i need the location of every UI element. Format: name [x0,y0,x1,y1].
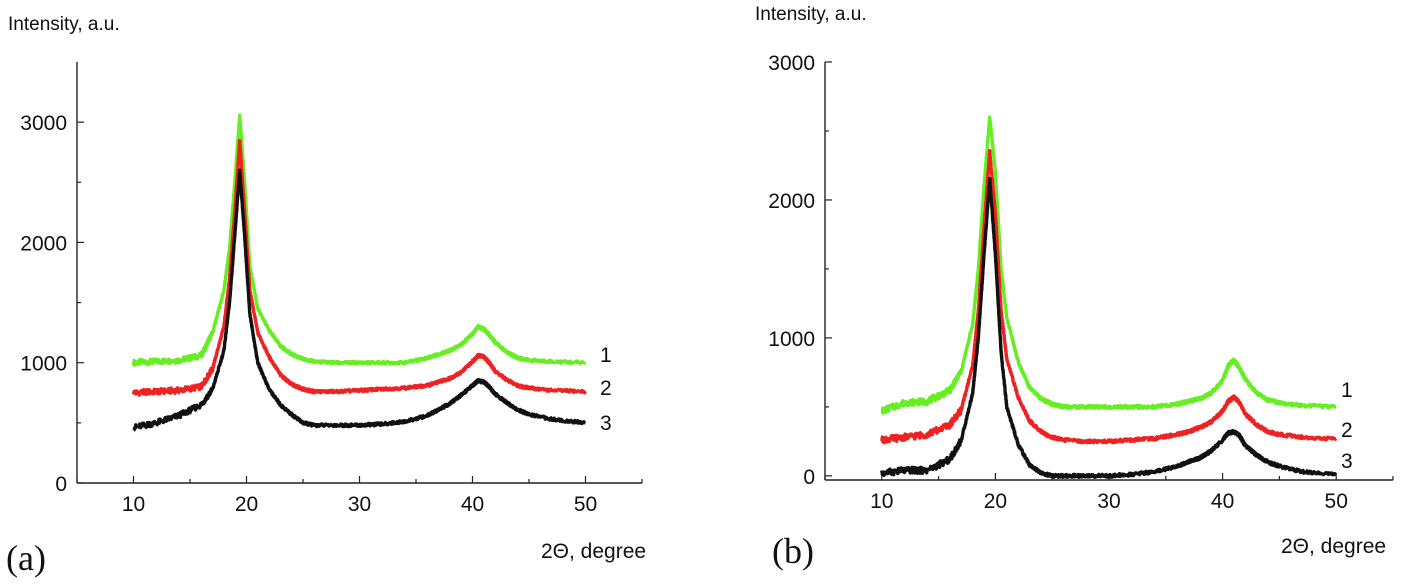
panel-letter: (a) [6,538,46,578]
y-axis-label: Intensity, a.u. [8,14,120,35]
x-tick-label: 50 [1325,490,1348,513]
curve-label-2: 2 [600,377,612,400]
x-tick-label: 10 [870,490,893,513]
x-tick-label: 20 [984,490,1007,513]
series-line-3 [880,176,1338,479]
y-tick-label: 1000 [768,328,815,351]
curve-label-1: 1 [600,344,612,367]
curve-label-1: 1 [1341,379,1353,402]
plot-a: 0 1000 2000 3000 10 20 30 40 50 1 2 3 [20,62,643,516]
y-tick-label: 0 [803,466,815,489]
panel-b: Intensity, a.u. 0 1000 2000 3000 10 20 30 40 50 1… [755,4,1394,571]
x-axis-label: 2Θ, degree [541,540,646,563]
series-line-2 [880,148,1338,445]
series-line-1 [880,115,1338,416]
y-tick-label: 3000 [20,112,67,135]
y-tick-label: 0 [55,473,67,496]
x-tick-label: 50 [574,493,597,516]
x-tick-label: 40 [461,493,484,516]
x-tick-label: 40 [1211,490,1234,513]
y-axis-label: Intensity, a.u. [755,4,867,25]
series-line-1 [131,113,587,367]
x-axis-label: 2Θ, degree [1281,535,1386,558]
y-tick-label: 2000 [20,232,67,255]
panel-letter: (b) [772,531,814,571]
series-line-3 [132,168,587,432]
plot-b: 0 1000 2000 3000 10 20 30 40 50 1 2 3 [768,52,1394,513]
curve-label-3: 3 [600,412,612,435]
y-tick-label: 1000 [20,353,67,376]
panel-a: Intensity, a.u. 0 1000 2000 3000 10 20 30 40 50 1… [6,14,646,578]
x-tick-label: 30 [348,493,371,516]
x-tick-label: 30 [1097,490,1120,513]
y-tick-label: 2000 [768,190,815,213]
x-tick-label: 20 [235,493,258,516]
curve-label-2: 2 [1341,419,1353,442]
y-tick-label: 3000 [768,52,815,75]
curve-label-3: 3 [1341,450,1353,473]
series-line-2 [131,138,587,397]
x-tick-label: 10 [122,493,145,516]
